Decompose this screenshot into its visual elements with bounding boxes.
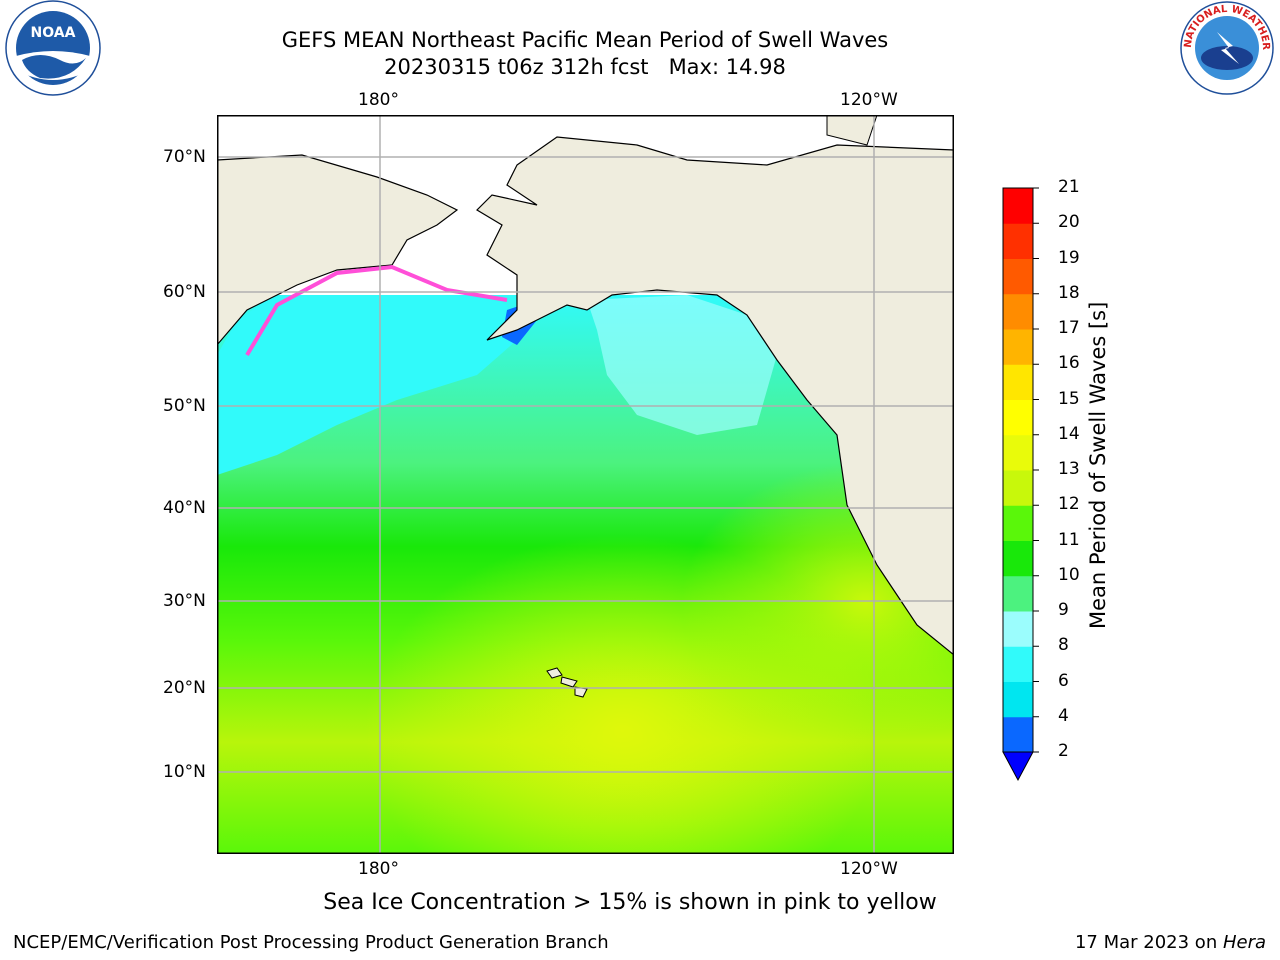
siberia-land <box>217 154 459 346</box>
colorbar-label: 14 <box>1058 423 1080 444</box>
footer-machine: Hera <box>1222 932 1266 953</box>
colorbar-swatch <box>1003 681 1033 718</box>
colorbar-title: Mean Period of Swell Waves [s] <box>1086 301 1110 629</box>
colorbar-swatch <box>1003 188 1033 224</box>
colorbar-swatch <box>1003 434 1033 471</box>
colorbar-label: 6 <box>1058 670 1069 691</box>
lon-tick-top-120w: 120°W <box>840 90 898 110</box>
colorbar-swatch <box>1003 223 1033 259</box>
colorbar-label: 8 <box>1058 635 1069 656</box>
hawaii-islands <box>546 667 588 698</box>
colorbar-swatch <box>1003 399 1033 436</box>
colorbar-swatch <box>1003 611 1033 647</box>
light-cyan-gulf-region <box>587 295 777 435</box>
colorbar-swatch <box>1003 540 1033 577</box>
lon-tick-bottom-120w: 120°W <box>840 859 898 879</box>
footer-date-text: 17 Mar 2023 on <box>1074 932 1223 953</box>
colorbar-swatch <box>1003 329 1033 365</box>
noaa-logo: NOAA <box>5 0 101 96</box>
lat-tick-30n: 30°N <box>163 591 206 611</box>
colorbar-label: 2 <box>1058 741 1069 761</box>
lat-tick-70n: 70°N <box>163 147 206 167</box>
lat-tick-10n: 10°N <box>163 762 206 782</box>
colorbar-swatch <box>1003 575 1033 612</box>
lon-tick-top-180: 180° <box>358 90 399 110</box>
colorbar-label: 21 <box>1058 177 1080 197</box>
colorbar-label: 11 <box>1058 529 1080 550</box>
colorbar-under-arrow <box>1002 751 1034 782</box>
footer-branch: NCEP/EMC/Verification Post Processing Pr… <box>13 932 609 953</box>
chart-title: GEFS MEAN Northeast Pacific Mean Period … <box>281 28 889 52</box>
colorbar-label: 4 <box>1058 705 1069 726</box>
colorbar-label: 10 <box>1058 564 1080 585</box>
lon-tick-bottom-180: 180° <box>358 859 399 879</box>
colorbar-swatch <box>1003 716 1033 753</box>
sea-ice-note: Sea Ice Concentration > 15% is shown in … <box>323 890 937 915</box>
colorbar-label: 18 <box>1058 282 1080 303</box>
colorbar-label: 9 <box>1058 600 1069 620</box>
lat-tick-50n: 50°N <box>163 396 206 416</box>
nws-logo: NATIONAL WEATHER SERVICE <box>1177 0 1274 95</box>
graticule <box>217 115 954 854</box>
colorbar-swatch <box>1003 646 1033 682</box>
colorbar-swatch <box>1003 505 1033 541</box>
cyan-swell-region <box>217 273 517 475</box>
colorbar <box>1002 187 1039 782</box>
colorbar-label: 13 <box>1058 459 1080 479</box>
colorbar-swatch <box>1003 470 1033 506</box>
colorbar-label: 15 <box>1058 388 1080 409</box>
colorbar-labels: 2 4 6 8 9 10 11 12 13 14 15 16 17 18 19 20 21 <box>1052 177 1102 790</box>
colorbar-label: 19 <box>1058 247 1080 268</box>
colorbar-label: 20 <box>1058 212 1080 233</box>
colorbar-label: 17 <box>1058 318 1080 338</box>
lat-tick-40n: 40°N <box>163 498 206 518</box>
noaa-logo-text: NOAA <box>31 25 76 41</box>
map-panel <box>217 115 954 854</box>
chart-subtitle: 20230315 t06z 312h fcst Max: 14.98 <box>384 55 786 79</box>
lat-tick-20n: 20°N <box>163 678 206 698</box>
lat-tick-60n: 60°N <box>163 282 206 302</box>
colorbar-label: 16 <box>1058 353 1080 374</box>
colorbar-swatch <box>1003 258 1033 295</box>
colorbar-swatch <box>1003 364 1033 400</box>
colorbar-label: 12 <box>1058 494 1080 515</box>
colorbar-swatch <box>1003 293 1033 330</box>
footer-date: 17 Mar 2023 on Hera <box>1075 932 1266 953</box>
